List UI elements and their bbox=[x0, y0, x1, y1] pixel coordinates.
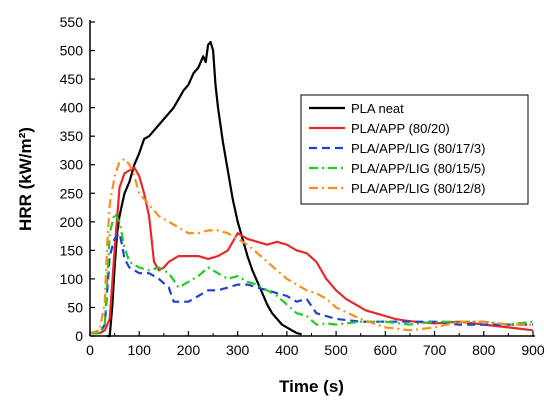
series-line-3 bbox=[90, 232, 533, 335]
x-tick-label: 300 bbox=[226, 342, 250, 358]
legend-box bbox=[300, 94, 529, 205]
y-tick-label: 550 bbox=[60, 14, 84, 30]
y-tick-label: 100 bbox=[60, 271, 84, 287]
x-tick-label: 700 bbox=[423, 342, 447, 358]
y-tick-label: 50 bbox=[67, 299, 83, 315]
tick-labels: 0 100 200 300 400 500 600 700 800 900 0 50 100 150 200… bbox=[60, 14, 545, 358]
y-tick-label: 500 bbox=[60, 43, 84, 59]
y-axis-title: HRR (kW/m²) bbox=[16, 127, 35, 231]
x-tick-label: 800 bbox=[472, 342, 496, 358]
y-tick-label: 350 bbox=[60, 128, 84, 144]
y-tick-label: 200 bbox=[60, 214, 84, 230]
series-line-1 bbox=[107, 40, 302, 338]
legend-label-3: PLA/APP/LIG (80/17/3) bbox=[351, 141, 485, 156]
series-line-4 bbox=[90, 212, 534, 335]
axes bbox=[89, 20, 535, 337]
x-tick-label: 200 bbox=[177, 342, 201, 358]
x-axis-title: Time (s) bbox=[279, 377, 344, 396]
legend-label-4: PLA/APP/LIG (80/15/5) bbox=[351, 161, 485, 176]
x-tick-label: 400 bbox=[275, 342, 299, 358]
y-tick-label: 250 bbox=[60, 185, 84, 201]
y-tick-label: 150 bbox=[60, 242, 84, 258]
x-tick-label: 0 bbox=[86, 342, 94, 358]
x-tick-label: 500 bbox=[324, 342, 348, 358]
y-tick-label: 0 bbox=[75, 328, 83, 344]
series-line-5 bbox=[89, 157, 533, 335]
legend-label-1: PLA neat bbox=[351, 101, 404, 116]
legend-label-5: PLA/APP/LIG (80/12/8) bbox=[351, 181, 485, 196]
legend-label-2: PLA/APP (80/20) bbox=[351, 121, 450, 136]
x-tick-label: 600 bbox=[374, 342, 398, 358]
series-lines bbox=[89, 40, 534, 338]
x-tick-label: 100 bbox=[128, 342, 152, 358]
x-tick-label: 900 bbox=[521, 342, 545, 358]
legend: PLA neat PLA/APP (80/20) PLA/APP/LIG (80/1… bbox=[300, 94, 529, 205]
y-tick-label: 450 bbox=[60, 71, 84, 87]
y-tick-label: 300 bbox=[60, 157, 84, 173]
y-tick-label: 400 bbox=[60, 100, 84, 116]
